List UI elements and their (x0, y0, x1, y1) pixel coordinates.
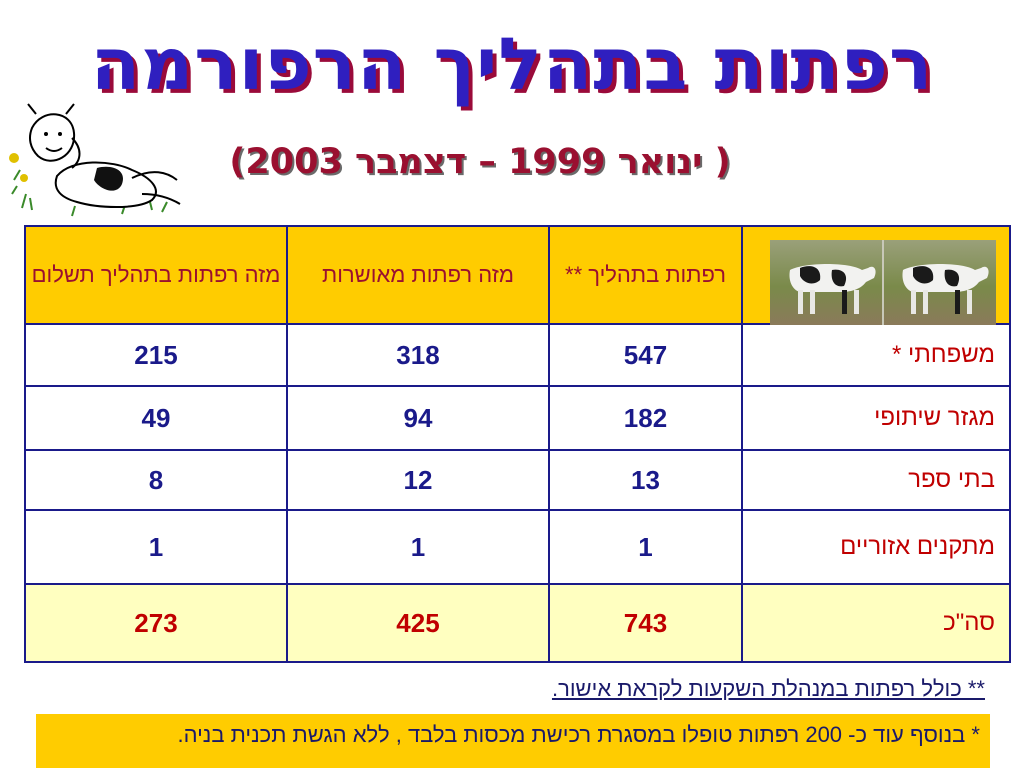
table-row: מגזר שיתופי 182 94 49 (24, 385, 1011, 451)
total-in-process: 743 (548, 583, 743, 663)
cell-approved: 12 (286, 449, 550, 511)
table-row: מתקנים אזוריים 1 1 1 (24, 509, 1011, 585)
cell-in-payment: 8 (24, 449, 288, 511)
table-total-row: סה"כ 743 425 273 (24, 583, 1011, 663)
table-row: משפחתי * 547 318 215 (24, 323, 1011, 387)
cell-in-payment: 1 (24, 509, 288, 585)
header-in-payment: מזה רפתות בתהליך תשלום (24, 225, 288, 325)
cell-in-process: 13 (548, 449, 743, 511)
slide-title: רפתות בתהליך הרפורמה (90, 22, 934, 106)
row-label: מתקנים אזוריים (741, 509, 1011, 585)
footnote-double-star: ** כולל רפתות במנהלת השקעות לקראת אישור. (551, 676, 985, 701)
footnote-single-star: * בנוסף עוד כ- 200 רפתות טופלו במסגרת רכ… (36, 714, 990, 768)
total-in-payment: 273 (24, 583, 288, 663)
cell-approved: 94 (286, 385, 550, 451)
cell-in-payment: 49 (24, 385, 288, 451)
row-label: בתי ספר (741, 449, 1011, 511)
header-in-process: רפתות בתהליך ** (548, 225, 743, 325)
cell-in-process: 182 (548, 385, 743, 451)
cell-in-process: 547 (548, 323, 743, 387)
cell-in-process: 1 (548, 509, 743, 585)
row-label: מגזר שיתופי (741, 385, 1011, 451)
total-approved: 425 (286, 583, 550, 663)
header-approved: מזה רפתות מאושרות (286, 225, 550, 325)
cartoon-cow-illustration (9, 103, 181, 217)
row-label: משפחתי * (741, 323, 1011, 387)
cell-approved: 318 (286, 323, 550, 387)
cows-photo (770, 240, 996, 325)
cell-in-payment: 215 (24, 323, 288, 387)
slide-subtitle: ( ינואר 1999 – דצמבר 2003) (229, 142, 731, 182)
table-row: בתי ספר 13 12 8 (24, 449, 1011, 511)
cell-approved: 1 (286, 509, 550, 585)
total-label: סה"כ (741, 583, 1011, 663)
